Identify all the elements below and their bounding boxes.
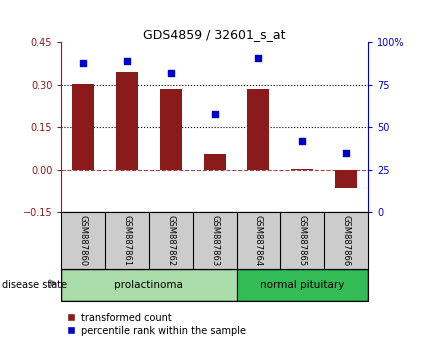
Text: GSM887863: GSM887863 xyxy=(210,215,219,266)
Bar xyxy=(247,89,269,170)
Bar xyxy=(116,72,138,170)
Bar xyxy=(160,89,182,170)
Text: GSM887862: GSM887862 xyxy=(166,215,175,266)
Bar xyxy=(61,269,237,301)
Text: GSM887866: GSM887866 xyxy=(342,215,350,266)
Text: GSM887865: GSM887865 xyxy=(298,215,307,266)
Text: disease state: disease state xyxy=(2,280,67,290)
Legend: transformed count, percentile rank within the sample: transformed count, percentile rank withi… xyxy=(66,313,246,336)
Text: normal pituitary: normal pituitary xyxy=(260,280,344,290)
Bar xyxy=(335,170,357,188)
Point xyxy=(255,55,262,61)
Title: GDS4859 / 32601_s_at: GDS4859 / 32601_s_at xyxy=(143,28,286,41)
Point xyxy=(343,150,350,156)
Bar xyxy=(237,269,368,301)
Bar xyxy=(72,84,94,170)
Point xyxy=(167,70,174,76)
Bar xyxy=(291,169,313,170)
Point xyxy=(211,111,218,117)
Point xyxy=(124,58,131,64)
Point xyxy=(80,60,87,66)
Text: GSM887860: GSM887860 xyxy=(79,215,88,266)
Text: GSM887864: GSM887864 xyxy=(254,215,263,266)
Text: GSM887861: GSM887861 xyxy=(123,215,131,266)
Point xyxy=(299,138,306,144)
Bar xyxy=(204,154,226,170)
Text: prolactinoma: prolactinoma xyxy=(114,280,184,290)
